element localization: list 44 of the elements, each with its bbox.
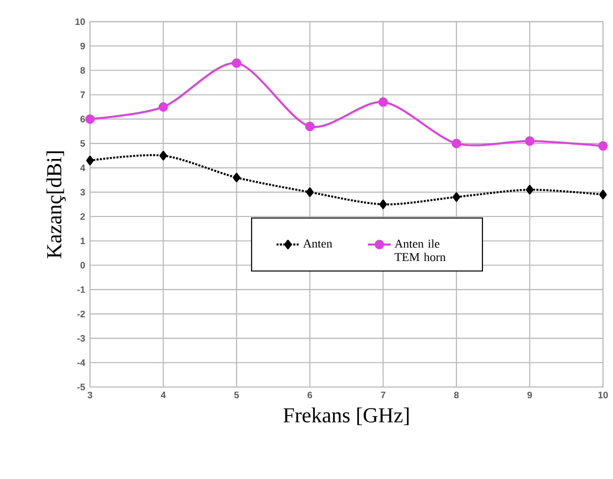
x-axis-title: Frekans [GHz] [283, 407, 409, 426]
point [232, 172, 240, 182]
x-tick-label: 8 [454, 392, 459, 398]
y-tick-label: -3 [77, 334, 85, 342]
y-tick-label: -4 [77, 359, 86, 366]
point [526, 184, 534, 194]
point [86, 156, 94, 166]
point [524, 136, 534, 146]
y-tick-label: 2 [80, 213, 85, 220]
y-tick-label: 8 [80, 67, 85, 74]
point [159, 150, 168, 160]
y-tick-label: 3 [80, 188, 85, 196]
y-tick-label: 10 [75, 18, 85, 25]
y-tick-label: 1 [80, 238, 86, 244]
point [85, 114, 95, 124]
y-tick-label: -2 [77, 310, 85, 318]
y-tick-label: 9 [80, 42, 85, 50]
legend-label: Anten ile TEM horn [394, 239, 446, 262]
legend-label: Anten [303, 240, 332, 248]
y-tick-label: 7 [80, 92, 85, 98]
x-tick-label: 4 [160, 392, 166, 398]
y-axis-title: Kazanç[dBi] [46, 151, 66, 258]
point [379, 200, 387, 210]
y-tick-label: 6 [80, 116, 85, 122]
point [598, 141, 608, 151]
point [232, 58, 242, 68]
point [378, 97, 388, 107]
x-tick-label: 7 [380, 392, 386, 398]
y-tick-label: 4 [80, 164, 86, 172]
y-tick-label: 5 [80, 140, 86, 147]
y-tick-label: 0 [80, 262, 85, 269]
y-tick-label: -5 [77, 384, 86, 390]
point [158, 102, 168, 112]
point [452, 192, 460, 202]
x-tick-label: 5 [234, 392, 239, 398]
point [305, 122, 315, 132]
x-tick-label: 6 [308, 392, 312, 398]
x-tick-label: 9 [527, 392, 532, 398]
x-tick-label: 10 [598, 392, 608, 398]
point [599, 190, 607, 200]
point [452, 138, 462, 148]
y-tick-label: -1 [77, 286, 86, 293]
point [306, 187, 314, 197]
x-tick-label: 3 [88, 392, 92, 398]
